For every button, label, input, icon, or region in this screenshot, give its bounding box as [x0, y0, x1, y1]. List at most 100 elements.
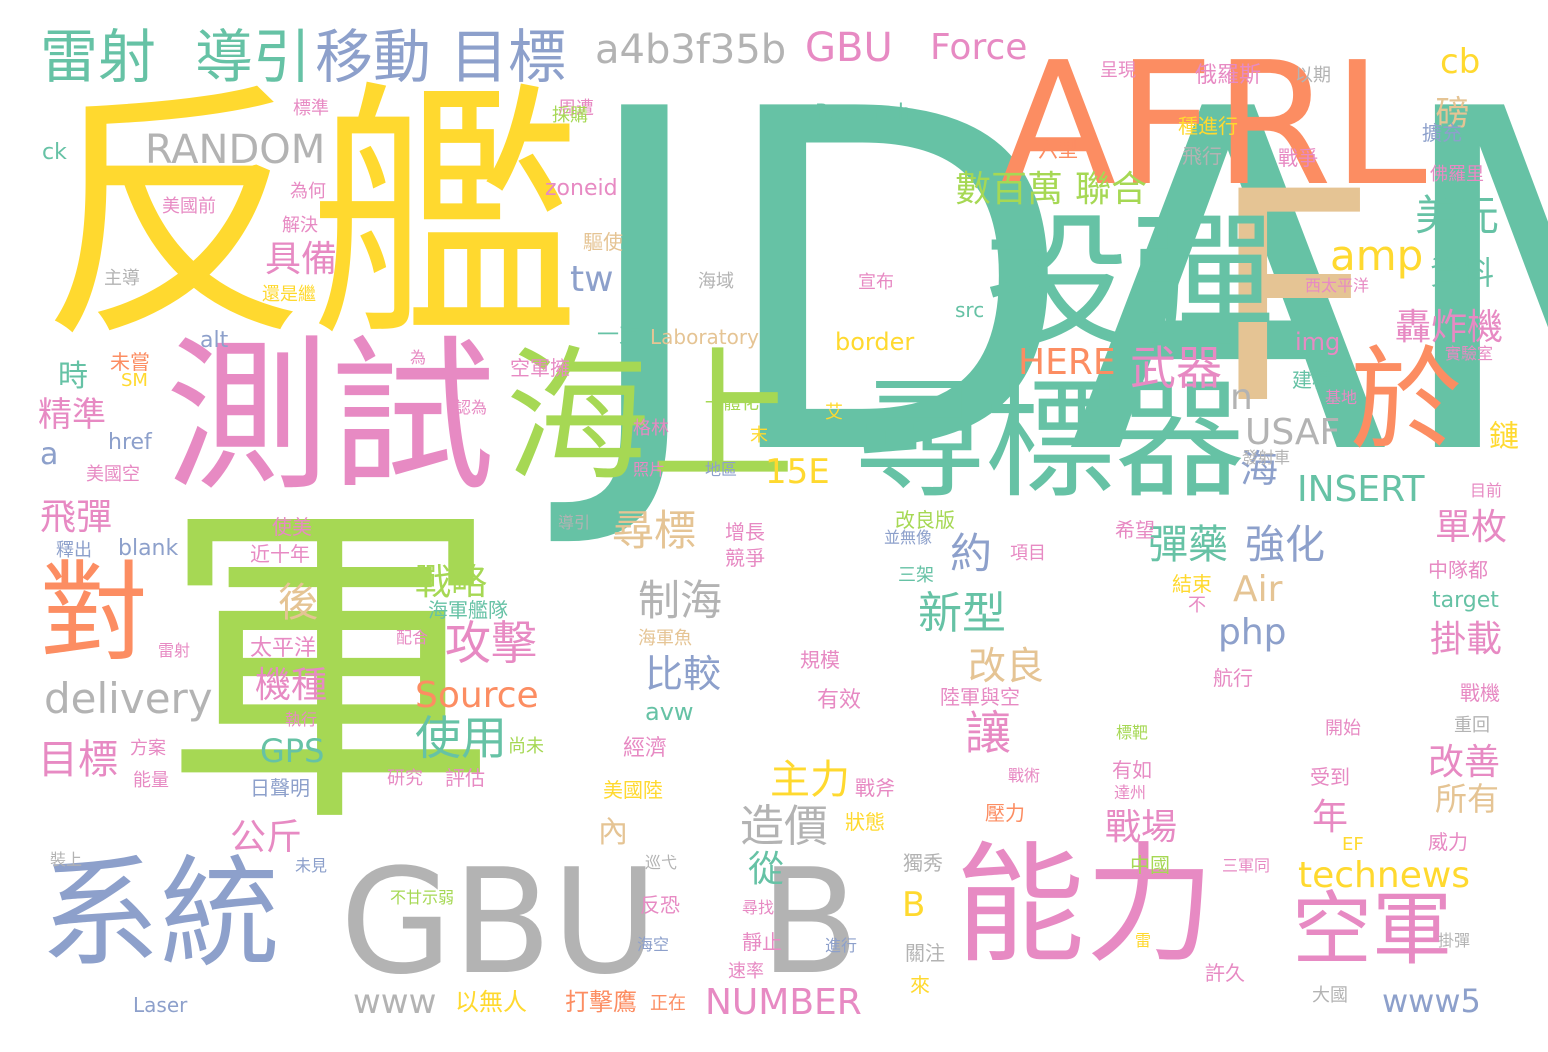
word-827e: 艾: [825, 402, 843, 423]
word-4e2d-968a-90fd: 中隊都: [1428, 558, 1488, 582]
word-7a2e-9032-884c: 種進行: [1178, 114, 1238, 138]
word-65bc: 於: [1350, 336, 1462, 466]
word-6578-767e-842c: 數百萬: [955, 169, 1064, 210]
word-5be6-9a57-5ba4: 實驗室: [1445, 344, 1494, 363]
word-672b: 末: [750, 425, 768, 446]
word-8a31-4e45: 許久: [1205, 961, 1245, 985]
word-5c0b-6a19: 尋標: [612, 506, 697, 555]
word-55ae-679a: 單枚: [1435, 507, 1508, 548]
word-4f7f-7f8e: 使美: [272, 515, 312, 539]
word-63a1-8cfc: 採購: [552, 105, 588, 126]
word-7f8e-570b-524d: 美國前: [162, 196, 216, 217]
word-4e00-9ad4-5316: 一體化: [705, 393, 759, 414]
word-96f7: 雷: [1135, 931, 1152, 950]
word-ck: ck: [42, 140, 67, 165]
word-78c5: 磅: [1429, 95, 1469, 129]
word-5c1a-672a: 尚未: [508, 736, 544, 757]
word-4f5b-7f85-91cc: 佛羅里: [1430, 164, 1484, 185]
word-5c0b-627e: 尋找: [742, 898, 775, 917]
word-4e26-7121-50cf: 並無像: [884, 528, 933, 547]
word-6295-5f48: 投彈: [985, 198, 1275, 367]
word-7f8e-5143: 美元: [1415, 191, 1500, 240]
word-7a7a-8ecd: 空軍: [1292, 883, 1452, 976]
word-n: n: [1230, 377, 1253, 418]
word-6bd4-8f03: 比較: [645, 652, 722, 696]
word-8b93: 讓: [965, 706, 1011, 760]
word-7af6-722d: 競爭: [725, 546, 765, 570]
word-4f7f-7528: 使用: [415, 711, 507, 765]
word-cb: cb: [1440, 42, 1481, 82]
word-6230-722d: 戰爭: [1278, 146, 1318, 170]
word-9032-884c: 進行: [825, 936, 858, 955]
word-b: B: [902, 885, 926, 925]
word-15e: 15E: [765, 452, 830, 492]
word-6230-5834: 戰場: [1105, 807, 1178, 848]
word-9678-8ecd-8207-7a7a: 陸軍與空: [940, 685, 1020, 709]
word-516c-65a4: 公斤: [230, 817, 303, 858]
word-64f4-5145: 擴充: [1422, 121, 1462, 145]
word-img: img: [1295, 328, 1341, 356]
word-57f7-884c: 執行: [285, 710, 318, 729]
word-www5: www5: [1382, 982, 1481, 1020]
word-88dd-4e0a: 裝上: [50, 850, 83, 869]
word-here: HERE: [1018, 342, 1116, 383]
word-589e-9577: 增長: [725, 520, 765, 544]
word-65e5-8072-660e: 日聲明: [250, 776, 310, 800]
word-gbu: GBU: [340, 838, 658, 1007]
word-src: src: [955, 298, 985, 322]
word-5177-5099: 具備: [265, 239, 338, 280]
word-a: a: [40, 437, 59, 472]
word-source: Source: [415, 675, 539, 716]
word-6539-826f: 改良: [968, 644, 1045, 688]
word-href: href: [108, 430, 152, 455]
word-975c-6b62: 靜止: [742, 930, 782, 954]
word-98db-5f48: 飛彈: [40, 497, 113, 538]
word-8fd1-5341-5e74: 近十年: [250, 542, 310, 566]
word-96f7-5c04: 雷射: [158, 641, 191, 660]
word-70ba: 為: [410, 348, 427, 367]
word-6a19-9776: 標靶: [1116, 723, 1149, 742]
word-5468-906d: 周遭: [558, 98, 594, 119]
word-9805-76ee: 項目: [1010, 543, 1046, 564]
word-border: border: [835, 328, 915, 356]
word-6539-826f-7248: 改良版: [895, 508, 955, 532]
word-5ba3-5e03: 宣布: [858, 272, 894, 293]
word-5236-6d77: 制海: [638, 576, 723, 625]
word-98db-884c: 飛行: [1182, 144, 1222, 168]
word-958b-59cb: 開始: [1325, 718, 1361, 739]
word-target: target: [1432, 588, 1499, 613]
word-5e74: 年: [1312, 797, 1349, 838]
word-897f-592a-5e73-6d0b: 西太平洋: [1305, 276, 1370, 295]
word-number: NUMBER: [705, 982, 862, 1023]
word-6a5f-7a2e: 機種: [255, 665, 328, 706]
word-57fa-5730: 基地: [1325, 388, 1358, 407]
word-8ecd: 軍: [160, 472, 500, 868]
word-639b-5f48: 掛彈: [1438, 931, 1471, 950]
word-5a01-529b: 威力: [1428, 830, 1468, 854]
word-5e0c-671b: 希望: [1115, 518, 1155, 542]
word-79fb-52d5: 移動: [315, 23, 432, 91]
word-4fc4-7f85-65af: 俄羅斯: [1195, 63, 1262, 88]
word-www: www: [353, 982, 437, 1022]
word-7d93-6fdf: 經濟: [623, 736, 668, 761]
word-laser: Laser: [133, 993, 188, 1017]
word-76ee-6a19: 目標: [38, 737, 118, 783]
word-516d-578b: 六型: [1038, 138, 1078, 162]
word-5167: 內: [598, 815, 628, 850]
word-592a-5e73-6d0b: 太平洋: [250, 636, 317, 661]
word-9054-5dde: 達州: [1114, 783, 1147, 802]
word-7d50-675f: 結束: [1172, 572, 1212, 596]
word-7167-7247: 照片: [633, 460, 666, 479]
word-blank: blank: [118, 536, 179, 561]
word-zoneid: zoneid: [545, 176, 618, 201]
word-7cbe-6e96: 精準: [38, 395, 106, 435]
word-a4b3f35b: a4b3f35b: [595, 27, 787, 73]
word-f: F: [1210, 131, 1377, 468]
word-898f-6a21: 規模: [800, 648, 840, 672]
word-80fd-529b: 能力: [955, 829, 1216, 981]
word-6253-64ca-9df9: 打擊鷹: [565, 988, 637, 1016]
word-6709-6548: 有效: [817, 688, 862, 713]
word-4e09-67b6: 三架: [898, 565, 934, 586]
word-9084-662f-7e7c: 還是繼: [262, 284, 316, 305]
word-96f7-5c04: 雷射: [40, 23, 157, 91]
